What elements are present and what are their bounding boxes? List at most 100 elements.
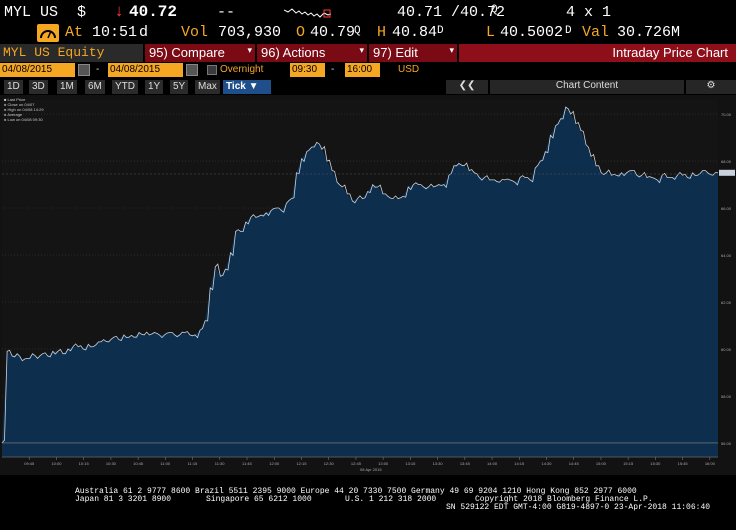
- y-tick-label: 66.00: [721, 206, 732, 211]
- footer-contacts: Australia 61 2 9777 8600 Brazil 5511 239…: [75, 487, 637, 496]
- x-tick-label: 10:15: [79, 461, 90, 466]
- price-area: [2, 107, 718, 457]
- legend-item-last-price: ■ Last Price: [4, 97, 26, 102]
- chevron-down-icon: ▾: [449, 45, 454, 55]
- edit-button[interactable]: 97) Edit ▾: [369, 44, 457, 62]
- x-tick-label: 13:45: [460, 461, 471, 466]
- start-time-input[interactable]: 09:30: [290, 63, 325, 77]
- x-date-label: 08 Apr 2015: [360, 467, 382, 472]
- compare-label: 95) Compare: [149, 45, 225, 60]
- high-price: 40.84: [392, 24, 438, 41]
- intraday-price-chart[interactable]: 56.00 58.00 60.00 62.00 64.00 66.00 68.00 70.00…: [0, 95, 736, 475]
- footer-japan: Japan 81 3 3201 8900: [75, 495, 172, 504]
- sparkline-icon: [284, 8, 332, 18]
- gear-icon[interactable]: ⚙: [686, 80, 736, 94]
- x-tick-label: 10:30: [106, 461, 117, 466]
- overnight-checkbox[interactable]: [207, 65, 217, 75]
- footer-us: U.S. 1 212 318 2000: [345, 495, 437, 504]
- x-tick-label: 09:45: [24, 461, 35, 466]
- currency-label[interactable]: USD: [398, 64, 420, 75]
- bid-ask-size: 4 x 1: [566, 4, 612, 21]
- time-separator: -: [331, 64, 335, 75]
- vol-label: Vol: [181, 24, 209, 41]
- page-title: Intraday Price Chart: [459, 44, 736, 62]
- last-price-marker: [719, 169, 735, 176]
- speedometer-icon[interactable]: [37, 24, 59, 42]
- quote-line-2: At 10:51 d Vol 703,930 O 40.79 Q H 40.84…: [0, 22, 736, 44]
- legend-item-close: ■ Close on 04/07: [4, 102, 35, 107]
- bid-ask: 40.71 /40.72: [397, 4, 506, 21]
- range-3d-button[interactable]: 3D: [29, 80, 48, 94]
- footer-singapore: Singapore 65 6212 1000: [206, 495, 312, 504]
- y-tick-label: 62.00: [721, 300, 732, 305]
- x-tick-label: 11:15: [188, 461, 198, 466]
- low-price: 40.5002: [500, 24, 564, 41]
- overnight-label: Overnight: [220, 64, 264, 75]
- quote-line-1: MYL US $ ↓ 40.72 -- 40.71 /40.72 Q 4 x 1: [0, 0, 736, 26]
- end-time-input[interactable]: 16:00: [345, 63, 380, 77]
- y-tick-label: 68.00: [721, 159, 732, 164]
- x-tick-label: 13:30: [433, 461, 444, 466]
- value-traded: 30.726M: [617, 24, 681, 41]
- at-label: At: [65, 24, 84, 41]
- x-tick-label: 10:45: [133, 461, 144, 466]
- start-date-input[interactable]: 04/08/2015: [0, 63, 75, 77]
- actions-button[interactable]: 96) Actions ▾: [257, 44, 367, 62]
- chevron-down-icon: ▾: [247, 45, 252, 55]
- x-tick-label: 14:15: [514, 461, 525, 466]
- range-1d-button[interactable]: 1D: [4, 80, 23, 94]
- calendar-icon[interactable]: [78, 64, 90, 76]
- trade-time: 10:51: [92, 24, 138, 41]
- val-label: Val: [582, 24, 610, 41]
- x-tick-label: 13:15: [405, 461, 416, 466]
- chart-content-button[interactable]: Chart Content: [490, 80, 684, 94]
- footer-status: SN 529122 EDT GMT-4:00 G819-4897-0 23-Ap…: [446, 503, 711, 512]
- open-label: O: [296, 24, 306, 41]
- compare-button[interactable]: 95) Compare ▾: [145, 44, 255, 62]
- security-field[interactable]: MYL US Equity: [0, 44, 143, 62]
- change-value: --: [217, 4, 236, 21]
- range-ytd-button[interactable]: YTD: [112, 80, 138, 94]
- bid-ask-source: Q: [491, 4, 498, 16]
- range-1y-button[interactable]: 1Y: [145, 80, 164, 94]
- x-tick-label: 15:45: [678, 461, 689, 466]
- x-tick-label: 10:00: [51, 461, 62, 466]
- x-tick-label: 12:15: [296, 461, 307, 466]
- tick-dropdown[interactable]: Tick ▼: [223, 80, 271, 94]
- high-label: H: [377, 24, 387, 41]
- y-tick-label: 64.00: [721, 253, 732, 258]
- chart-canvas: 56.00 58.00 60.00 62.00 64.00 66.00 68.00 70.00…: [1, 100, 735, 472]
- volume: 703,930: [218, 24, 282, 41]
- legend-item-high: ■ High on 04/08 14:29: [4, 107, 44, 112]
- x-tick-label: 13:00: [378, 461, 389, 466]
- edit-label: 97) Edit: [373, 45, 418, 60]
- x-tick-label: 16:00: [705, 461, 716, 466]
- menu-bar: MYL US Equity 95) Compare ▾ 96) Actions …: [0, 44, 736, 62]
- y-tick-label: 56.00: [721, 441, 732, 446]
- collapse-panel-button[interactable]: ❮❮: [446, 80, 488, 94]
- y-tick-label: 70.00: [721, 112, 732, 117]
- x-tick-label: 11:30: [215, 461, 225, 466]
- range-1m-button[interactable]: 1M: [57, 80, 77, 94]
- low-tag: D: [565, 25, 572, 37]
- legend-item-average: ■ Average: [4, 112, 23, 117]
- chevron-down-icon: ▾: [359, 45, 364, 55]
- open-tag: Q: [354, 25, 361, 37]
- footer-copyright: Copyright 2018 Bloomberg Finance L.P.: [475, 495, 653, 504]
- legend-item-low: ■ Low on 04/08 09:30: [4, 117, 43, 122]
- x-tick-label: 15:00: [596, 461, 607, 466]
- range-max-button[interactable]: Max: [195, 80, 220, 94]
- open-price: 40.79: [310, 24, 356, 41]
- calendar-icon[interactable]: [186, 64, 198, 76]
- last-price: 40.72: [129, 3, 178, 21]
- x-tick-label: 12:45: [351, 461, 362, 466]
- down-arrow-icon: ↓: [114, 3, 125, 22]
- x-tick-label: 12:00: [269, 461, 280, 466]
- actions-label: 96) Actions: [261, 45, 326, 60]
- range-5y-button[interactable]: 5Y: [170, 80, 189, 94]
- y-tick-label: 60.00: [721, 347, 732, 352]
- end-date-input[interactable]: 04/08/2015: [108, 63, 183, 77]
- low-label: L: [486, 24, 496, 41]
- x-tick-label: 11:00: [160, 461, 170, 466]
- range-6m-button[interactable]: 6M: [85, 80, 105, 94]
